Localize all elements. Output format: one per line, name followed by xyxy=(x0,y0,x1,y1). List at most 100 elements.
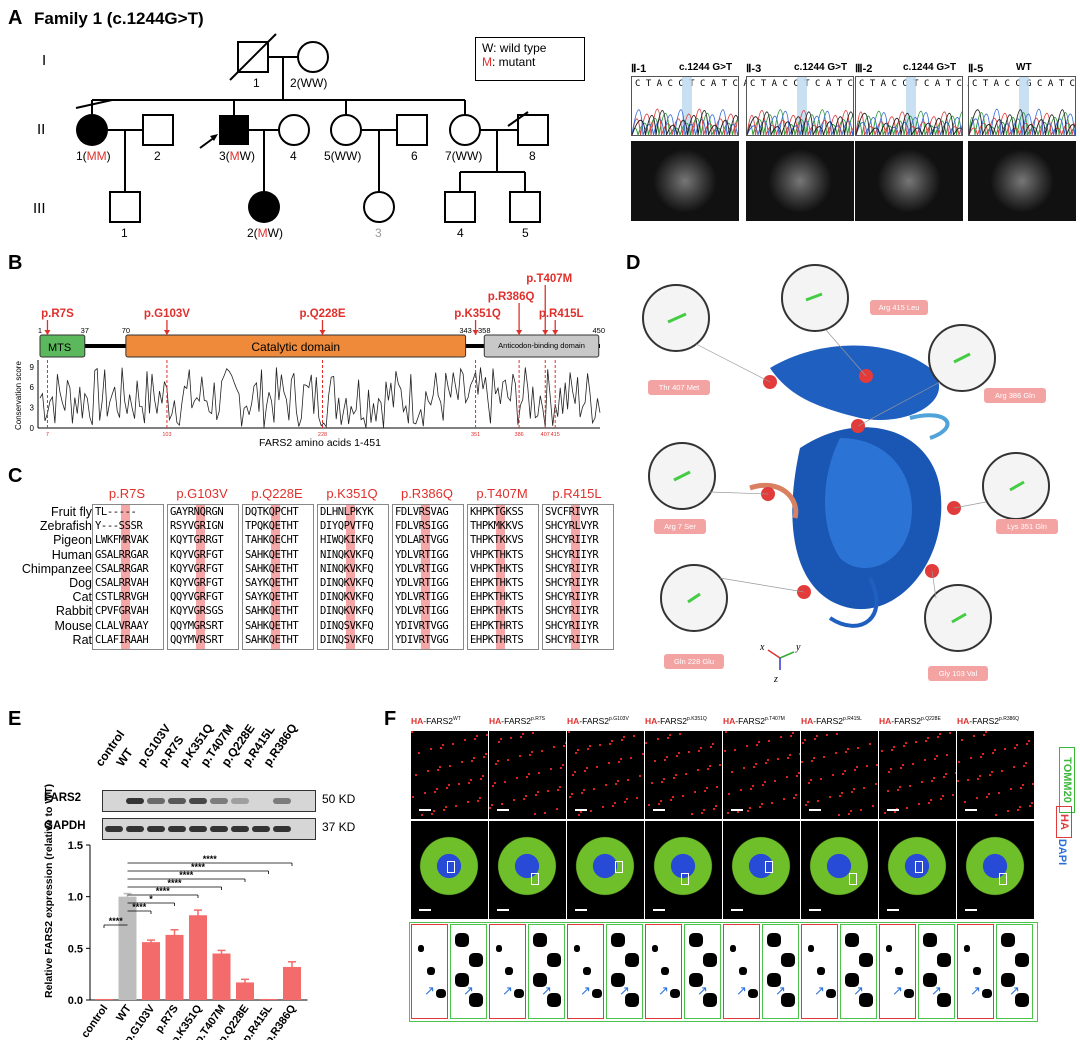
ha-blob xyxy=(514,989,524,998)
ha-puncta xyxy=(519,755,521,757)
ha-puncta xyxy=(876,764,878,766)
ha-puncta xyxy=(857,747,859,749)
ha-puncta xyxy=(753,766,755,768)
ha-puncta xyxy=(847,748,849,750)
ha-puncta xyxy=(957,780,959,782)
tomm20-blob xyxy=(469,953,483,967)
ha-puncta xyxy=(609,743,611,745)
alignment-row: QQYVGRFGT xyxy=(170,591,224,604)
ha-puncta xyxy=(817,800,819,802)
variant-sup: p.T407M xyxy=(765,716,785,723)
cons-ytick: 6 xyxy=(30,383,35,392)
ha-puncta xyxy=(701,812,703,814)
sig-stars: * xyxy=(149,894,153,904)
merged-channel-image xyxy=(723,821,800,919)
ha-puncta xyxy=(810,779,812,781)
ped-label-II5: 5(WW) xyxy=(324,149,362,163)
roi-box xyxy=(681,873,689,885)
alignment-row: SAYKQETHT xyxy=(245,591,299,604)
ha-puncta xyxy=(483,756,485,758)
ha-puncta xyxy=(952,794,954,796)
mutation-arrowhead xyxy=(163,330,170,335)
alignment-row: FDLVRSIGG xyxy=(395,520,449,533)
alignment-row: NINQKVKFQ xyxy=(320,548,374,561)
ha-puncta xyxy=(768,740,770,742)
ha-puncta xyxy=(664,759,666,761)
arrow-icon: ↗ xyxy=(541,983,552,998)
ha-puncta xyxy=(525,795,527,797)
alignment-row: QQYMVRSRT xyxy=(170,633,224,646)
blot-band xyxy=(168,798,186,804)
ha-tag: HA xyxy=(567,716,580,726)
blot-band xyxy=(210,798,228,804)
alignment-row: SAHKQETHT xyxy=(245,633,299,646)
zoom-tomm20-thumb: ↗ xyxy=(762,924,799,1019)
alignment-row: RSYVGRIGN xyxy=(170,520,224,533)
ha-puncta xyxy=(633,735,635,737)
ha-channel-image xyxy=(567,731,644,819)
ha-puncta xyxy=(500,738,502,740)
fars2-label: -FARS2 xyxy=(969,716,1000,726)
scale-bar xyxy=(653,809,665,811)
zoom-tomm20-thumb: ↗ xyxy=(606,924,643,1019)
arrow-icon: ↗ xyxy=(580,983,591,998)
ped-label-II7: 7(WW) xyxy=(445,149,483,163)
ha-puncta xyxy=(767,759,769,761)
alignment-row: SAHKQETHT xyxy=(245,605,299,618)
ha-puncta xyxy=(439,766,441,768)
ha-puncta xyxy=(562,764,564,766)
ha-puncta xyxy=(823,756,825,758)
pedigree-II7 xyxy=(449,114,481,146)
if-column-header: HA-FARS2p.K351Q xyxy=(645,716,707,726)
alignment-row: THPKMKKVS xyxy=(470,520,524,533)
ha-blob xyxy=(505,967,513,975)
bar-category: WT xyxy=(114,1003,134,1024)
tomm20-blob xyxy=(547,993,561,1007)
ha-puncta xyxy=(1017,809,1019,811)
tomm20-blob xyxy=(611,933,625,947)
ha-puncta xyxy=(507,759,509,761)
fars2-label: -FARS2 xyxy=(423,716,454,726)
ha-puncta xyxy=(986,796,988,798)
ha-puncta xyxy=(725,731,727,733)
ha-puncta xyxy=(704,790,706,792)
ha-puncta xyxy=(1013,766,1015,768)
ha-puncta xyxy=(639,775,641,777)
ha-puncta xyxy=(513,799,515,801)
ha-puncta xyxy=(547,790,549,792)
ha-tag: HA xyxy=(801,716,814,726)
ha-puncta xyxy=(789,754,791,756)
ha-puncta xyxy=(933,777,935,779)
ha-puncta xyxy=(572,774,574,776)
alignment-row: YDLVRTIGG xyxy=(395,562,449,575)
ha-puncta xyxy=(845,751,847,753)
scale-bar xyxy=(497,909,509,911)
pedigree-III1 xyxy=(109,191,141,223)
ha-puncta xyxy=(694,791,696,793)
ha-puncta xyxy=(891,749,893,751)
mutation-arrowhead xyxy=(472,330,479,335)
ha-puncta xyxy=(448,784,450,786)
ha-puncta xyxy=(734,749,736,751)
alignment-row: DINQKVKFQ xyxy=(320,605,374,618)
variant-sup: p.G103V xyxy=(609,716,629,723)
ha-channel-image xyxy=(801,731,878,819)
conserved-column-highlight xyxy=(346,505,355,649)
bar xyxy=(212,953,231,1000)
ha-puncta xyxy=(672,796,674,798)
ha-puncta xyxy=(412,796,414,798)
panel-d-letter: D xyxy=(626,252,641,274)
ha-puncta xyxy=(504,781,506,783)
ha-puncta xyxy=(897,789,899,791)
alignment-row: SHCYRLVYR xyxy=(545,520,599,533)
echo-heart xyxy=(768,149,832,213)
if-column-header: HA-FARS2p.R415L xyxy=(801,716,862,726)
ha-puncta xyxy=(710,746,712,748)
zoom-tomm20-thumb: ↗ xyxy=(450,924,487,1019)
tomm20-blob xyxy=(781,993,795,1007)
ha-puncta xyxy=(617,780,619,782)
blot-band xyxy=(105,826,123,832)
mutation-label: p.R415L xyxy=(539,308,584,320)
mito-network xyxy=(495,831,559,901)
pedigree-II4 xyxy=(278,114,310,146)
